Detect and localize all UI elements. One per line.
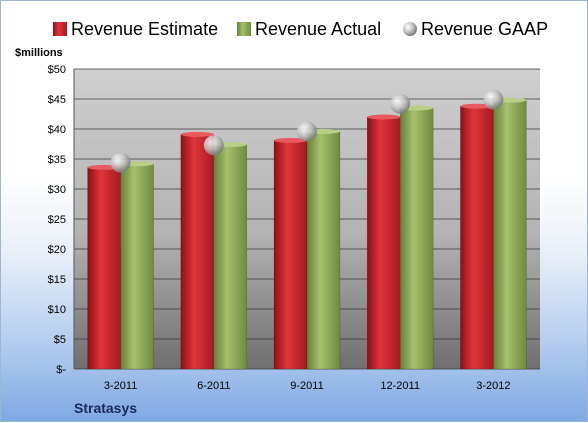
gaap-markers bbox=[110, 89, 504, 173]
x-tick-label: 6-2011 bbox=[197, 380, 230, 392]
company-name: Stratasys bbox=[74, 400, 137, 416]
y-tick-label: $25 bbox=[48, 214, 66, 226]
bar-revenue-actual-12-2011 bbox=[399, 107, 434, 370]
legend-label-revenue-estimate: Revenue Estimate bbox=[71, 19, 218, 39]
x-tick-label: 3-2012 bbox=[476, 380, 510, 392]
y-axis-ticks: $- $5 $10 $15 $20 $25 $30 $35 $40 $45 $50 bbox=[48, 64, 67, 376]
x-tick-label: 3-2011 bbox=[104, 380, 137, 392]
x-tick-label: 9-2011 bbox=[290, 380, 323, 392]
x-axis-ticks: 3-2011 6-2011 9-2011 12-2011 3-2012 bbox=[104, 380, 511, 392]
bar-revenue-estimate-9-2011 bbox=[273, 140, 308, 370]
bar-revenue-actual-9-2011 bbox=[306, 131, 341, 370]
bars bbox=[87, 97, 527, 370]
bar-top-revenue-estimate bbox=[274, 137, 307, 143]
y-tick-label: $10 bbox=[48, 304, 66, 316]
y-tick-label: $- bbox=[56, 364, 66, 376]
legend-swatch-revenue-actual bbox=[237, 22, 251, 36]
gaap-marker-3-2011 bbox=[110, 152, 131, 173]
legend-swatch-revenue-gaap bbox=[403, 22, 417, 36]
bar-revenue-estimate-3-2011 bbox=[87, 167, 121, 370]
y-tick-label: $45 bbox=[48, 94, 66, 106]
bar-revenue-estimate-3-2012 bbox=[460, 105, 494, 370]
gaap-marker-3-2012 bbox=[483, 89, 504, 110]
x-tick-label: 12-2011 bbox=[380, 380, 420, 392]
bar-revenue-actual-3-2012 bbox=[493, 99, 527, 370]
bar-revenue-estimate-12-2011 bbox=[366, 116, 401, 370]
y-tick-label: $30 bbox=[48, 184, 66, 196]
gaap-marker-9-2011 bbox=[297, 121, 317, 142]
gaap-marker-12-2011 bbox=[390, 93, 411, 114]
y-tick-label: $15 bbox=[48, 274, 66, 286]
legend-swatch-revenue-estimate bbox=[53, 22, 67, 36]
y-axis-unit-label: $millions bbox=[15, 47, 63, 59]
bar-revenue-actual-6-2011 bbox=[213, 144, 248, 370]
legend-label-revenue-gaap: Revenue GAAP bbox=[421, 19, 548, 39]
gaap-marker-6-2011 bbox=[203, 135, 224, 156]
y-tick-label: $5 bbox=[54, 334, 66, 346]
y-tick-label: $50 bbox=[48, 64, 66, 76]
bar-top-revenue-estimate bbox=[367, 114, 401, 120]
y-tick-label: $20 bbox=[48, 244, 66, 256]
y-tick-label: $35 bbox=[48, 154, 66, 166]
legend-label-revenue-actual: Revenue Actual bbox=[255, 19, 381, 39]
bar-revenue-actual-3-2011 bbox=[120, 163, 154, 370]
legend: Revenue Estimate Revenue Actual Revenue GA… bbox=[53, 19, 548, 39]
bar-top-revenue-estimate bbox=[180, 131, 214, 137]
bar-revenue-estimate-6-2011 bbox=[180, 134, 215, 370]
y-tick-label: $40 bbox=[48, 124, 66, 136]
